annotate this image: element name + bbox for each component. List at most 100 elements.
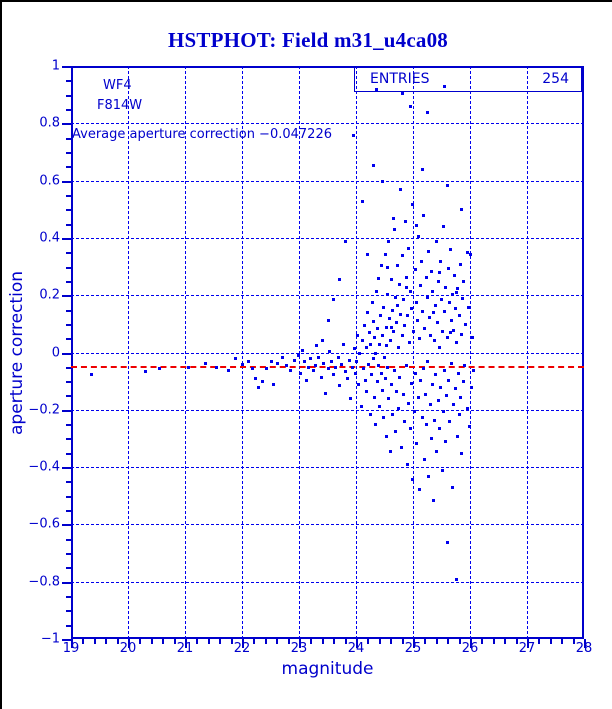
scatter-point — [332, 372, 336, 376]
x-axis-minor-tick — [276, 639, 279, 644]
scatter-point — [418, 487, 422, 491]
scatter-point — [300, 348, 304, 352]
scatter-point — [319, 375, 323, 379]
y-axis-minor-tick — [66, 610, 71, 613]
scatter-point — [413, 268, 417, 272]
y-axis-title: aperture correction — [6, 66, 28, 639]
scatter-point — [437, 427, 441, 431]
y-axis-tick — [62, 352, 71, 355]
scatter-point — [443, 309, 447, 313]
scatter-point — [253, 377, 257, 381]
scatter-point — [289, 368, 293, 372]
scatter-point — [226, 368, 230, 372]
entries-label: ENTRIES — [370, 71, 430, 87]
scatter-point — [425, 295, 429, 299]
scatter-point — [417, 395, 421, 399]
scatter-point — [376, 327, 380, 331]
scatter-point — [454, 577, 458, 581]
y-axis-tick-label: −0.2 — [28, 402, 60, 418]
scatter-point — [355, 360, 358, 364]
scatter-point — [372, 319, 376, 323]
scatter-point — [362, 324, 366, 328]
x-axis-tick-label: 21 — [176, 641, 194, 656]
x-axis-minor-tick — [207, 639, 210, 644]
scatter-point — [390, 308, 394, 312]
y-axis-minor-tick — [66, 94, 71, 97]
x-axis-minor-tick — [230, 639, 233, 644]
scatter-point — [460, 208, 464, 212]
y-axis-tick — [62, 237, 71, 240]
scatter-point — [365, 390, 369, 394]
scatter-point — [408, 427, 412, 431]
grid-line-horizontal — [71, 581, 584, 583]
x-axis-minor-tick — [378, 639, 381, 644]
annotation-average-correction: Average aperture correction −0.047226 — [72, 127, 332, 142]
scatter-point — [334, 365, 338, 369]
x-axis-tick-label: 24 — [347, 641, 365, 656]
x-axis-minor-tick — [333, 639, 336, 644]
scatter-point — [349, 397, 353, 401]
page-title: HSTPHOT: Field m31_u4ca08 — [168, 28, 448, 52]
scatter-point — [442, 368, 446, 372]
scatter-point — [364, 345, 368, 349]
x-axis-minor-tick — [287, 639, 290, 644]
scatter-point — [426, 110, 430, 114]
x-axis-minor-tick — [447, 639, 450, 644]
y-axis-minor-tick — [66, 280, 71, 283]
scatter-point — [392, 228, 396, 232]
scatter-point — [453, 274, 457, 278]
scatter-point — [430, 269, 434, 273]
y-axis-minor-tick — [66, 108, 71, 111]
y-axis-minor-tick — [66, 553, 71, 556]
scatter-point — [260, 380, 264, 384]
x-axis-tick — [299, 639, 301, 648]
scatter-point — [379, 371, 383, 375]
scatter-point — [375, 380, 379, 384]
y-axis-minor-tick — [66, 151, 71, 154]
scatter-point — [366, 311, 370, 315]
scatter-point — [455, 341, 459, 345]
annotation-filter: F814W — [97, 98, 143, 113]
y-axis-minor-tick — [66, 495, 71, 498]
scatter-point — [466, 305, 470, 309]
scatter-point — [464, 322, 468, 326]
scatter-point — [385, 292, 389, 296]
grid-line-horizontal — [71, 295, 584, 297]
scatter-point — [269, 360, 273, 364]
scatter-point — [401, 393, 405, 397]
scatter-point — [416, 235, 420, 239]
scatter-point — [369, 342, 373, 346]
scatter-point — [446, 266, 450, 270]
scatter-point — [386, 365, 390, 369]
scatter-point — [447, 301, 451, 305]
scatter-point — [415, 318, 419, 322]
scatter-point — [452, 328, 456, 332]
y-axis-minor-tick — [66, 309, 71, 312]
scatter-point — [393, 368, 397, 372]
y-axis-minor-tick — [66, 538, 71, 541]
x-axis-tick-label: 23 — [290, 641, 308, 656]
y-axis-tick — [62, 409, 71, 412]
scatter-point — [366, 362, 370, 366]
scatter-point — [435, 450, 439, 454]
scatter-point — [384, 377, 388, 381]
scatter-point — [409, 105, 413, 109]
y-axis-minor-tick — [66, 194, 71, 197]
y-axis-tick-label: 0.2 — [39, 287, 60, 303]
scatter-points-layer — [71, 66, 584, 639]
scatter-point — [399, 188, 403, 192]
x-axis-minor-tick — [82, 639, 85, 644]
x-axis-minor-tick — [538, 639, 541, 644]
scatter-point — [459, 332, 463, 336]
scatter-point — [420, 415, 424, 419]
scatter-point — [256, 385, 260, 389]
scatter-point — [462, 279, 466, 283]
scatter-point — [412, 330, 415, 333]
scatter-point — [421, 309, 425, 313]
scatter-point — [450, 318, 454, 322]
y-axis-tick-label: 0.6 — [39, 173, 60, 189]
scatter-point — [340, 362, 344, 366]
y-axis-minor-tick — [66, 252, 71, 255]
scatter-point — [450, 486, 454, 490]
